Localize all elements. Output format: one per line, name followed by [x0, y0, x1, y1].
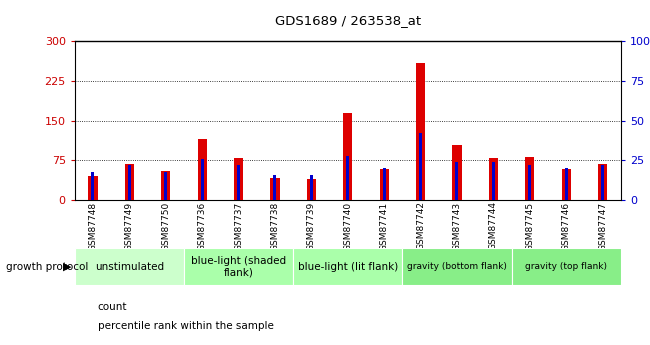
Bar — [274, 175, 276, 200]
Text: growth protocol: growth protocol — [6, 262, 89, 272]
Text: ▶: ▶ — [63, 262, 72, 272]
Bar — [201, 159, 203, 200]
Text: blue-light (shaded
flank): blue-light (shaded flank) — [191, 256, 286, 277]
Bar — [75, 248, 184, 285]
Text: percentile rank within the sample: percentile rank within the sample — [98, 321, 274, 331]
Bar — [234, 158, 243, 200]
Bar — [307, 179, 316, 200]
Bar — [492, 162, 495, 200]
Bar — [237, 165, 240, 200]
Bar — [128, 165, 131, 200]
Bar — [452, 145, 462, 200]
Text: unstimulated: unstimulated — [95, 262, 164, 272]
Bar — [184, 248, 293, 285]
Bar — [416, 62, 425, 200]
Bar — [489, 158, 498, 200]
Bar — [164, 171, 167, 200]
Bar — [528, 165, 531, 200]
Bar — [346, 156, 349, 200]
Bar — [562, 169, 571, 200]
Bar — [565, 168, 567, 200]
Bar — [198, 139, 207, 200]
Bar — [402, 248, 512, 285]
Bar — [343, 113, 352, 200]
Text: count: count — [98, 302, 127, 312]
Bar — [383, 168, 385, 200]
Bar — [598, 164, 607, 200]
Bar — [512, 248, 621, 285]
Text: gravity (top flank): gravity (top flank) — [525, 262, 607, 271]
Bar — [270, 178, 280, 200]
Bar — [161, 171, 170, 200]
Bar — [88, 176, 98, 200]
Text: blue-light (lit flank): blue-light (lit flank) — [298, 262, 398, 272]
Bar — [419, 134, 422, 200]
Bar — [310, 175, 313, 200]
Bar — [125, 164, 134, 200]
Bar — [380, 169, 389, 200]
Bar — [525, 157, 534, 200]
Bar — [601, 165, 604, 200]
Bar — [293, 248, 402, 285]
Text: GDS1689 / 263538_at: GDS1689 / 263538_at — [275, 14, 421, 27]
Text: gravity (bottom flank): gravity (bottom flank) — [407, 262, 507, 271]
Bar — [456, 162, 458, 200]
Bar — [92, 171, 94, 200]
